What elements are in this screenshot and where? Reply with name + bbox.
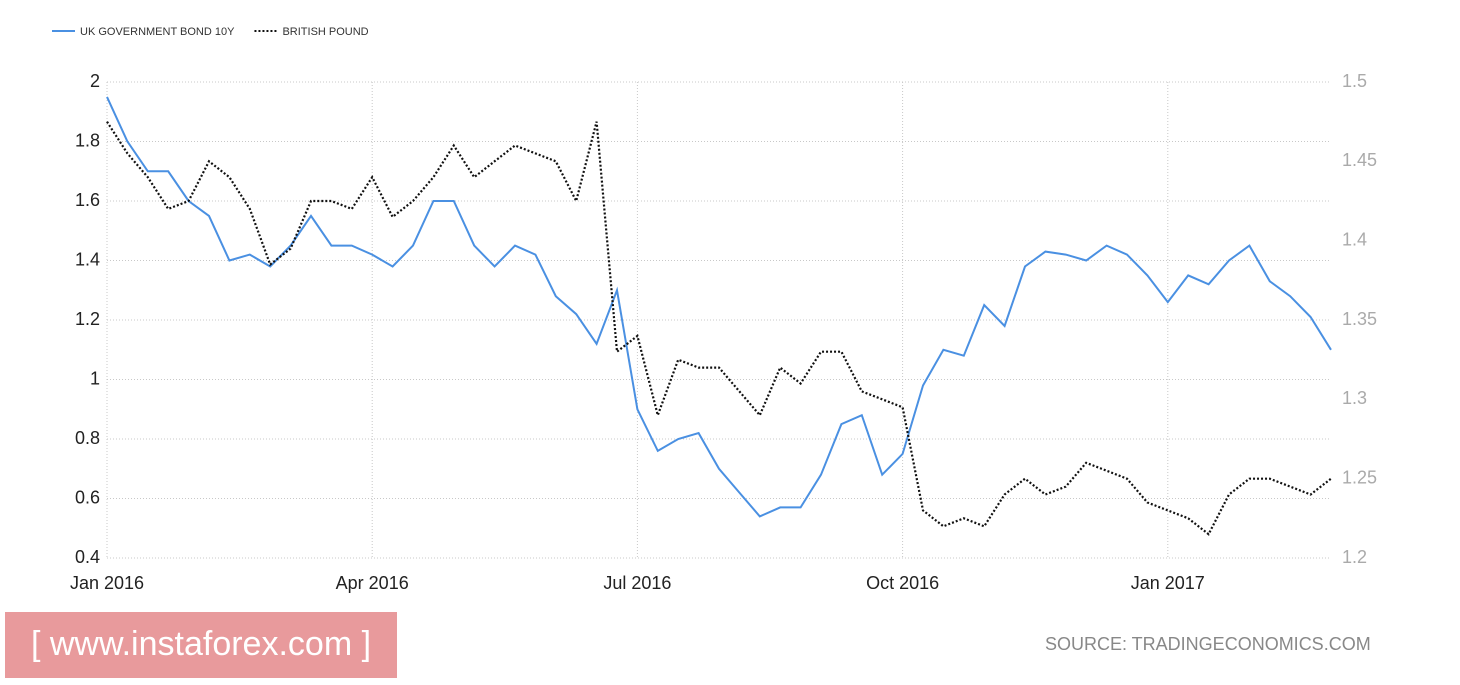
watermark-box — [5, 612, 397, 678]
legend-label: UK GOVERNMENT BOND 10Y — [80, 26, 235, 38]
y2-tick-label: 1.3 — [1342, 388, 1367, 408]
y2-tick-label: 1.4 — [1342, 229, 1367, 249]
y-tick-label: 1.2 — [75, 309, 100, 329]
y-tick-label: 1 — [90, 368, 100, 388]
y2-tick-label: 1.5 — [1342, 71, 1367, 91]
y-tick-label: 0.4 — [75, 547, 100, 567]
y2-tick-label: 1.35 — [1342, 309, 1377, 329]
y-tick-label: 0.6 — [75, 487, 100, 507]
x-tick-label: Jan 2017 — [1131, 573, 1205, 593]
y-tick-label: 1.6 — [75, 190, 100, 210]
x-tick-label: Apr 2016 — [336, 573, 409, 593]
y2-tick-label: 1.25 — [1342, 467, 1377, 487]
watermark: [ www.instaforex.com ] — [31, 625, 371, 663]
series-line — [106, 96, 1332, 518]
y-tick-label: 1.4 — [75, 249, 100, 269]
series-line — [106, 121, 1332, 536]
y-tick-label: 0.8 — [75, 428, 100, 448]
legend-label: BRITISH POUND — [282, 26, 368, 38]
x-tick-label: Jan 2016 — [70, 573, 144, 593]
y-tick-label: 2 — [90, 71, 100, 91]
y2-tick-label: 1.45 — [1342, 150, 1377, 170]
source: SOURCE: TRADINGECONOMICS.COM — [1045, 634, 1371, 654]
x-tick-label: Jul 2016 — [603, 573, 671, 593]
y2-tick-label: 1.2 — [1342, 547, 1367, 567]
x-tick-label: Oct 2016 — [866, 573, 939, 593]
y-tick-label: 1.8 — [75, 130, 100, 150]
